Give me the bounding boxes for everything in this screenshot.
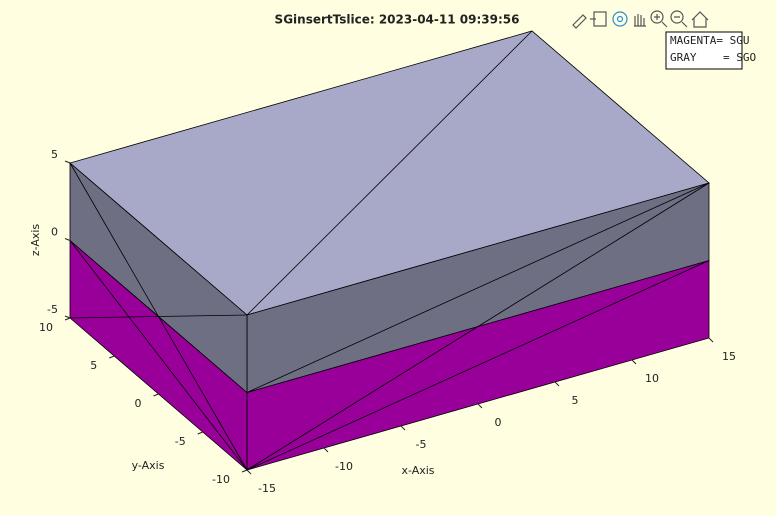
z-tick-label: 0 <box>51 226 58 239</box>
mesh-edge <box>69 314 248 319</box>
x-tick <box>708 337 714 343</box>
mesh-edge <box>69 240 248 471</box>
chart-title: SGinsertTslice: 2023-04-11 09:39:56 <box>275 13 520 27</box>
x-tick <box>246 469 252 475</box>
y-tick-label: 10 <box>39 321 53 334</box>
legend-entry: MAGENTA= SGU <box>670 34 749 47</box>
legend-box <box>665 31 743 70</box>
x-tick-label: -10 <box>335 460 353 473</box>
x-tick <box>400 425 406 431</box>
tool-zoom-out[interactable] <box>670 10 688 28</box>
x-tick-label: 15 <box>722 350 736 363</box>
x-tick-label: 5 <box>572 394 579 407</box>
z-tick <box>64 160 71 164</box>
z-tick-label: 5 <box>51 148 58 161</box>
x-tick-label: -15 <box>258 482 276 495</box>
legend: MAGENTA= SGU GRAY = SGO <box>665 31 756 70</box>
x-tick-label: 0 <box>495 416 502 429</box>
y-tick <box>153 393 159 397</box>
mesh-edge <box>246 260 710 471</box>
x-tick <box>477 403 483 409</box>
mesh-edge <box>246 30 533 316</box>
y-tick-label: 5 <box>90 359 97 372</box>
x-tick-label: -5 <box>416 438 427 451</box>
x-axis-label: x-Axis <box>401 464 434 477</box>
tool-edit[interactable] <box>572 14 587 29</box>
y-tick <box>64 317 71 321</box>
y-tick <box>197 431 203 435</box>
z-tick <box>64 315 71 319</box>
legend-entry: GRAY = SGO <box>670 51 756 64</box>
tool-datatip[interactable] <box>590 11 607 27</box>
x-tick-label: 10 <box>645 372 659 385</box>
z-tick-label: -5 <box>47 303 58 316</box>
y-tick-label: 0 <box>135 397 142 410</box>
tool-zoom-in[interactable] <box>650 10 668 28</box>
y-tick-label: -5 <box>175 435 186 448</box>
x-tick <box>554 381 560 387</box>
mesh-edge <box>246 182 710 471</box>
x-tick <box>631 359 637 365</box>
tool-home[interactable] <box>691 11 709 28</box>
z-axis-label: z-Axis <box>29 224 42 257</box>
y-tick-label: -10 <box>212 473 230 486</box>
z-tick <box>64 238 71 241</box>
y-tick <box>241 469 248 473</box>
tool-rotate[interactable] <box>612 11 628 27</box>
y-tick <box>109 355 115 359</box>
mesh-edge <box>246 182 710 393</box>
tool-pan[interactable] <box>634 14 646 27</box>
x-tick <box>323 447 329 453</box>
y-axis-label: y-Axis <box>132 459 165 472</box>
toolbar <box>572 10 709 29</box>
